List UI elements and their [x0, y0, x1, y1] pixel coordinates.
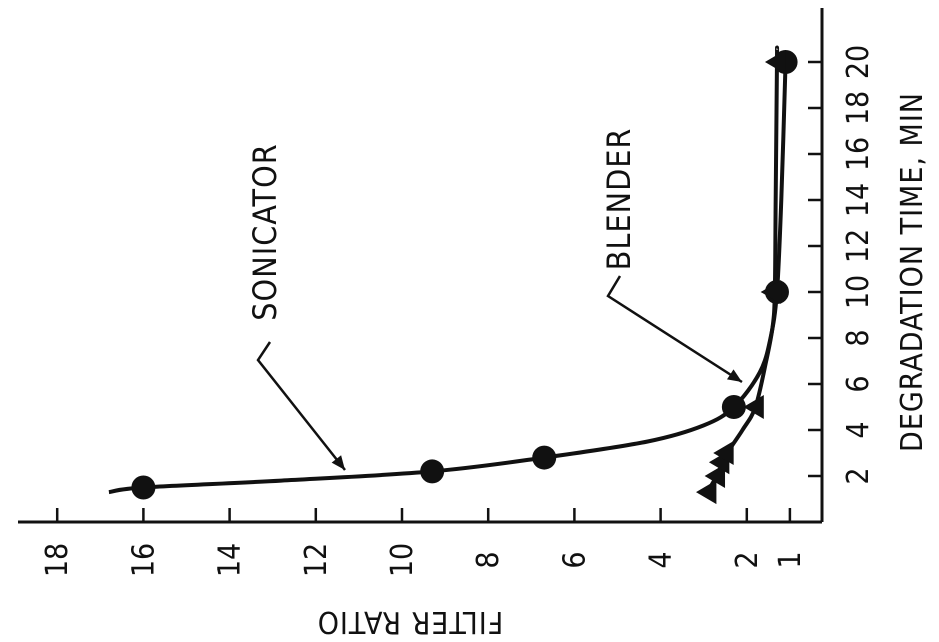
x-axis-title: DEGRADATION TIME, MIN — [895, 92, 930, 452]
x-tick-label: 4 — [841, 421, 876, 438]
y-tick-label: 10 — [385, 543, 420, 577]
y-tick-label: 16 — [126, 543, 161, 577]
x-tick-label: 8 — [841, 329, 876, 346]
y-tick-label: 4 — [644, 551, 679, 568]
axis-ticks — [55, 60, 822, 522]
annotation-blender: BLENDER — [600, 128, 638, 271]
series-curves — [108, 45, 788, 496]
data-point-blender — [696, 480, 717, 505]
annotation-sonicator: SONICATOR — [246, 143, 284, 321]
y-tick-label: 1 — [773, 551, 808, 568]
x-tick-label: 6 — [841, 375, 876, 392]
series-line-blender — [704, 45, 780, 496]
y-tick-label: 18 — [40, 543, 75, 577]
annotation-leader-sonicator-arrowhead — [331, 455, 345, 470]
annotation-leader-blender-arrowhead — [726, 369, 742, 382]
data-point-blender — [704, 464, 726, 488]
y-tick-label: 8 — [471, 551, 506, 568]
axes — [18, 8, 824, 524]
annotation-leader-blender — [606, 275, 743, 384]
x-tick-label: 10 — [841, 275, 876, 309]
annotation-leaders — [256, 275, 743, 471]
y-tick-label: 6 — [557, 551, 592, 568]
x-tick-label: 12 — [841, 229, 876, 263]
data-point-sonicator — [721, 395, 746, 419]
x-tick-label: 14 — [841, 183, 876, 217]
series-annotations: SONICATOR BLENDER — [246, 128, 638, 321]
axis-titles: DEGRADATION TIME, MIN FILTER RATIO — [317, 92, 930, 639]
data-point-blender — [713, 441, 734, 465]
x-tick-label: 18 — [841, 91, 876, 125]
y-tick-label: 2 — [730, 551, 765, 568]
data-point-blender — [760, 280, 782, 304]
annotation-leader-sonicator — [256, 341, 346, 471]
data-point-blender — [764, 50, 786, 74]
y-tick-label: 14 — [213, 543, 248, 577]
data-point-sonicator — [532, 445, 557, 470]
series-line-sonicator — [108, 61, 788, 495]
y-axis-title: FILTER RATIO — [317, 604, 504, 639]
data-point-sonicator — [420, 459, 445, 484]
data-point-sonicator — [131, 475, 156, 500]
x-tick-label: 2 — [841, 467, 876, 484]
x-tick-label: 20 — [841, 45, 876, 79]
x-tick-label: 16 — [841, 137, 876, 171]
data-point-blender — [743, 395, 764, 419]
chart-body — [18, 8, 824, 524]
data-markers — [131, 50, 798, 505]
y-tick-label: 12 — [299, 543, 334, 577]
